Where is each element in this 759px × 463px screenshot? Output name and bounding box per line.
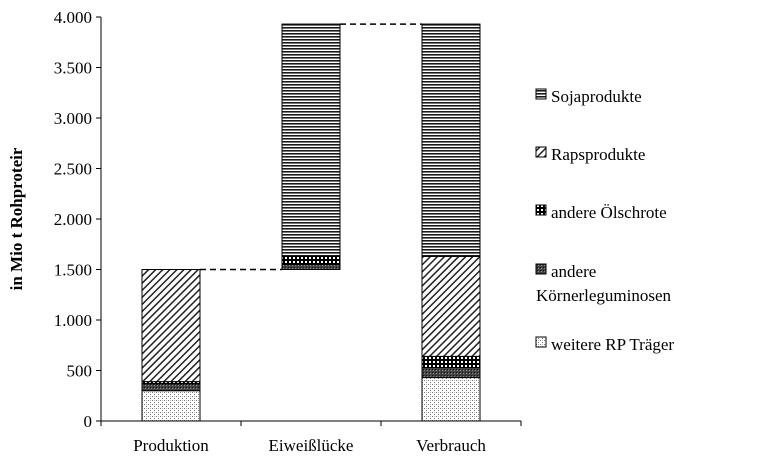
y-tick-label: 500 <box>67 362 93 381</box>
y-tick-label: 1.500 <box>54 261 92 280</box>
bar-segment <box>281 23 341 257</box>
y-axis-title-group: in Mio t Rohproteir <box>7 147 26 290</box>
y-axis-ticks: 0 500 1.000 1.500 2.000 2.500 3.000 3.500 4.000 <box>54 8 101 431</box>
bar-segment <box>421 366 481 379</box>
bar-segment <box>421 355 481 368</box>
y-tick-label: 2.500 <box>54 160 92 179</box>
y-axis-title: in Mio t Rohproteir <box>7 147 26 290</box>
legend-label: andere <box>551 262 596 281</box>
bar-segment <box>281 263 341 271</box>
x-tick-label: Verbrauch <box>416 436 486 455</box>
y-tick-label: 0 <box>84 412 93 431</box>
waterfall-connectors <box>200 23 422 271</box>
legend-label: weitere RP Träger <box>551 335 674 354</box>
legend: Sojaprodukte Rapsprodukte andere Ölschrote… <box>535 87 674 354</box>
bar-segment <box>141 269 201 383</box>
bar-segment <box>281 255 341 265</box>
bars <box>141 23 481 422</box>
y-tick-label: 3.500 <box>54 59 92 78</box>
y-tick-label: 2.000 <box>54 210 92 229</box>
bar-segment <box>421 23 481 257</box>
bar-segment <box>421 255 481 357</box>
y-tick-label: 4.000 <box>54 8 92 27</box>
legend-label: Körnerleguminosen <box>536 286 672 305</box>
legend-swatch <box>535 88 547 100</box>
x-tick-label: Produktion <box>133 436 209 455</box>
legend-label: Rapsprodukte <box>551 145 645 164</box>
legend-swatch <box>535 336 547 348</box>
legend-label: andere Ölschrote <box>551 203 667 222</box>
axes <box>100 17 522 426</box>
legend-swatch <box>535 204 547 216</box>
bar-segment <box>141 390 201 422</box>
legend-swatch <box>535 263 547 275</box>
x-axis-labels: Produktion Eiweißlücke Verbrauch <box>133 436 486 455</box>
bar-segment <box>421 377 481 422</box>
x-tick-label: Eiweißlücke <box>269 436 354 455</box>
legend-label: Sojaprodukte <box>551 87 642 106</box>
y-tick-label: 3.000 <box>54 109 92 128</box>
bar-segment <box>141 383 201 392</box>
y-tick-label: 1.000 <box>54 311 92 330</box>
legend-swatch <box>535 146 547 158</box>
